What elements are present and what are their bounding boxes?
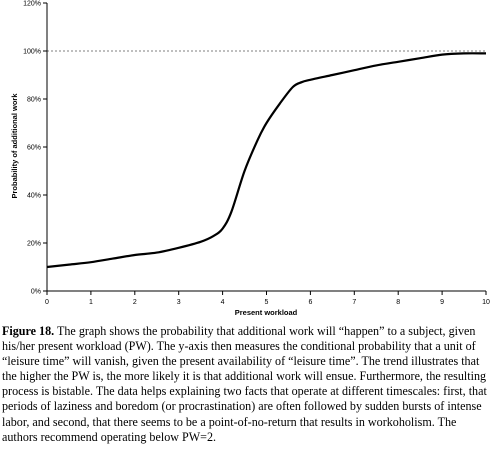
y-tick-label: 80%: [27, 97, 41, 104]
x-tick-label: 8: [396, 299, 400, 306]
plot-area: 0% 20% 40% 60% 80% 100% 120% 0 1 2 3 4 5 6 7 8 9 10: [23, 1, 490, 307]
caption-text: The graph shows the probability that add…: [2, 324, 487, 444]
x-tick-label: 9: [440, 299, 444, 306]
y-tick-label: 120%: [23, 1, 41, 8]
y-tick-label: 60%: [27, 145, 41, 152]
y-tick-label: 20%: [27, 241, 41, 248]
x-tick-label: 6: [308, 299, 312, 306]
figure-caption: Figure 18. The graph shows the probabili…: [2, 324, 494, 445]
x-tick-label: 5: [265, 299, 269, 306]
x-tick-label: 2: [133, 299, 137, 306]
x-tick-label: 10: [482, 299, 490, 306]
y-tick-label: 100%: [23, 49, 41, 56]
x-axis-title: Present workload: [235, 308, 298, 317]
y-tick-label: 0%: [31, 289, 41, 296]
series-line: [46, 52, 487, 269]
figure-label: Figure 18.: [2, 324, 55, 338]
x-tick-label: 3: [177, 299, 181, 306]
x-tick-label: 7: [352, 299, 356, 306]
y-tick-label: 40%: [27, 193, 41, 200]
line-chart: 0% 20% 40% 60% 80% 100% 120% 0 1 2 3 4 5 6 7 8 9 10 Prese…: [10, 1, 490, 318]
x-tick-label: 4: [221, 299, 225, 306]
y-axis-title: Probability of additional work: [10, 93, 19, 199]
x-tick-label: 1: [89, 299, 93, 306]
x-tick-label: 0: [45, 299, 49, 306]
